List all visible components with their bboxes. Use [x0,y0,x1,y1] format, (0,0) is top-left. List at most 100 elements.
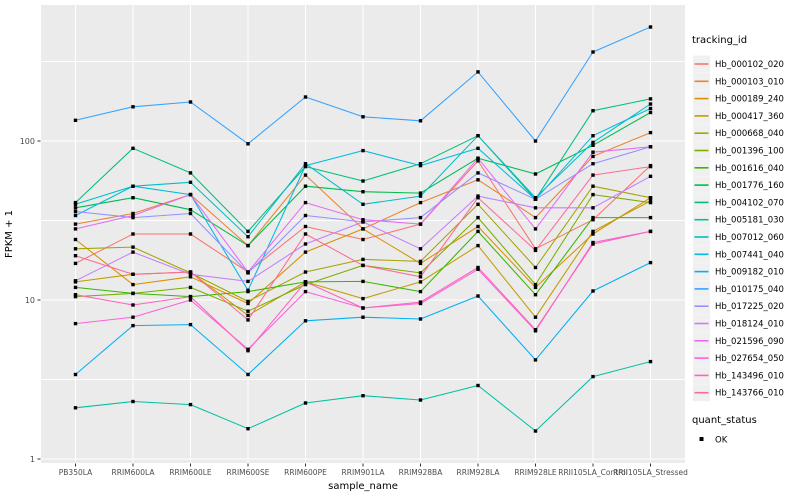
legend-item-Hb_005181_030: Hb_005181_030 [693,211,784,229]
data-point [591,232,595,236]
data-point [476,146,480,150]
data-point [533,172,538,176]
data-point [418,300,423,304]
data-point [476,243,480,248]
data-point [188,285,193,290]
data-point [533,265,538,270]
data-point [361,218,365,222]
x-tick-label: RRIM600LA [112,468,156,477]
data-point [418,275,423,279]
x-tick-label: RRII105LA_Control [558,468,628,477]
legend-label: Hb_009182_010 [715,268,784,278]
legend-label: Hb_000189_240 [715,95,784,105]
data-point [361,257,365,262]
data-point [73,406,78,410]
legend-key-square-point [699,437,704,441]
data-point [303,184,308,188]
data-point [246,235,250,239]
data-point [246,288,250,292]
data-point [476,202,480,206]
data-point [73,247,78,251]
data-point [73,293,78,297]
data-point [418,261,423,266]
legend-item-Hb_001776_160: Hb_001776_160 [693,176,784,194]
legend-label: Hb_021596_090 [715,337,784,347]
legend-label: Hb_001616_040 [715,164,784,174]
legend-item-Hb_017225_020: Hb_017225_020 [693,297,784,315]
data-point [131,323,135,328]
data-point [533,206,538,210]
data-point [131,245,135,249]
data-point [246,243,250,248]
data-point [131,146,135,150]
y-tick-labels: 1 10 100 [20,137,35,464]
legend-item-Hb_027654_050: Hb_027654_050 [693,349,784,367]
legend-item-Hb_004102_070: Hb_004102_070 [693,193,784,211]
legend-item-Hb_001616_040: Hb_001616_040 [693,159,784,177]
legend-label: Hb_143496_010 [715,371,784,381]
legend-label: Hb_007012_060 [715,233,784,243]
data-point [361,179,365,183]
data-point [418,162,423,166]
data-point [648,130,653,135]
data-point [361,263,365,268]
data-point [533,215,538,220]
data-point [591,150,595,154]
data-point [303,280,308,284]
data-point [246,229,250,234]
data-point [476,156,480,160]
data-point [418,271,423,275]
data-point [591,50,595,54]
data-point [361,237,365,242]
data-point [303,289,308,294]
data-point [418,119,423,123]
data-point [648,260,653,265]
data-point [418,398,423,402]
legend-item-Hb_000189_240: Hb_000189_240 [693,90,784,108]
data-point [73,279,78,283]
x-tick-label: RRIM928LE [514,468,557,477]
data-point [188,294,193,299]
data-point [73,321,78,326]
data-point [533,293,538,297]
data-point [246,299,250,304]
data-point [361,296,365,301]
data-point [648,164,653,169]
x-tick-label: RRIM928BA [399,468,444,477]
data-point [591,140,595,145]
x-tick-label: RRIM928LA [457,468,501,477]
data-point [648,215,653,220]
data-point [361,306,365,310]
legend-item-Hb_000103_010: Hb_000103_010 [693,72,784,90]
data-point [361,227,365,231]
legend-item-Hb_021596_090: Hb_021596_090 [693,332,784,350]
data-point [303,95,308,99]
data-point [131,105,135,109]
data-point [533,328,538,332]
legend-item-Hb_007012_060: Hb_007012_060 [693,228,784,246]
x-tick-labels: PB350LA RRIM600LA RRIM600LE RRIM600SE RRIM60… [59,468,688,477]
data-point [188,208,193,212]
data-point [73,213,78,218]
data-point [188,211,193,216]
x-tick-label: PB350LA [59,468,93,477]
data-point [476,229,480,234]
data-point [476,134,480,138]
x-tick-label: RRIM600PE [284,468,327,477]
data-point [73,227,78,231]
legend-label: Hb_007441_040 [715,250,784,260]
data-point [246,270,250,274]
legend-label: Hb_001776_160 [715,181,784,191]
data-point [476,224,480,229]
data-point [131,250,135,254]
data-point [246,313,250,318]
data-point [188,298,193,302]
data-point [533,227,538,231]
data-point [418,289,423,294]
data-point [73,202,78,206]
data-point [476,265,480,270]
data-point [648,106,653,111]
data-point [246,427,250,431]
data-point [246,318,250,322]
data-point [533,197,538,201]
